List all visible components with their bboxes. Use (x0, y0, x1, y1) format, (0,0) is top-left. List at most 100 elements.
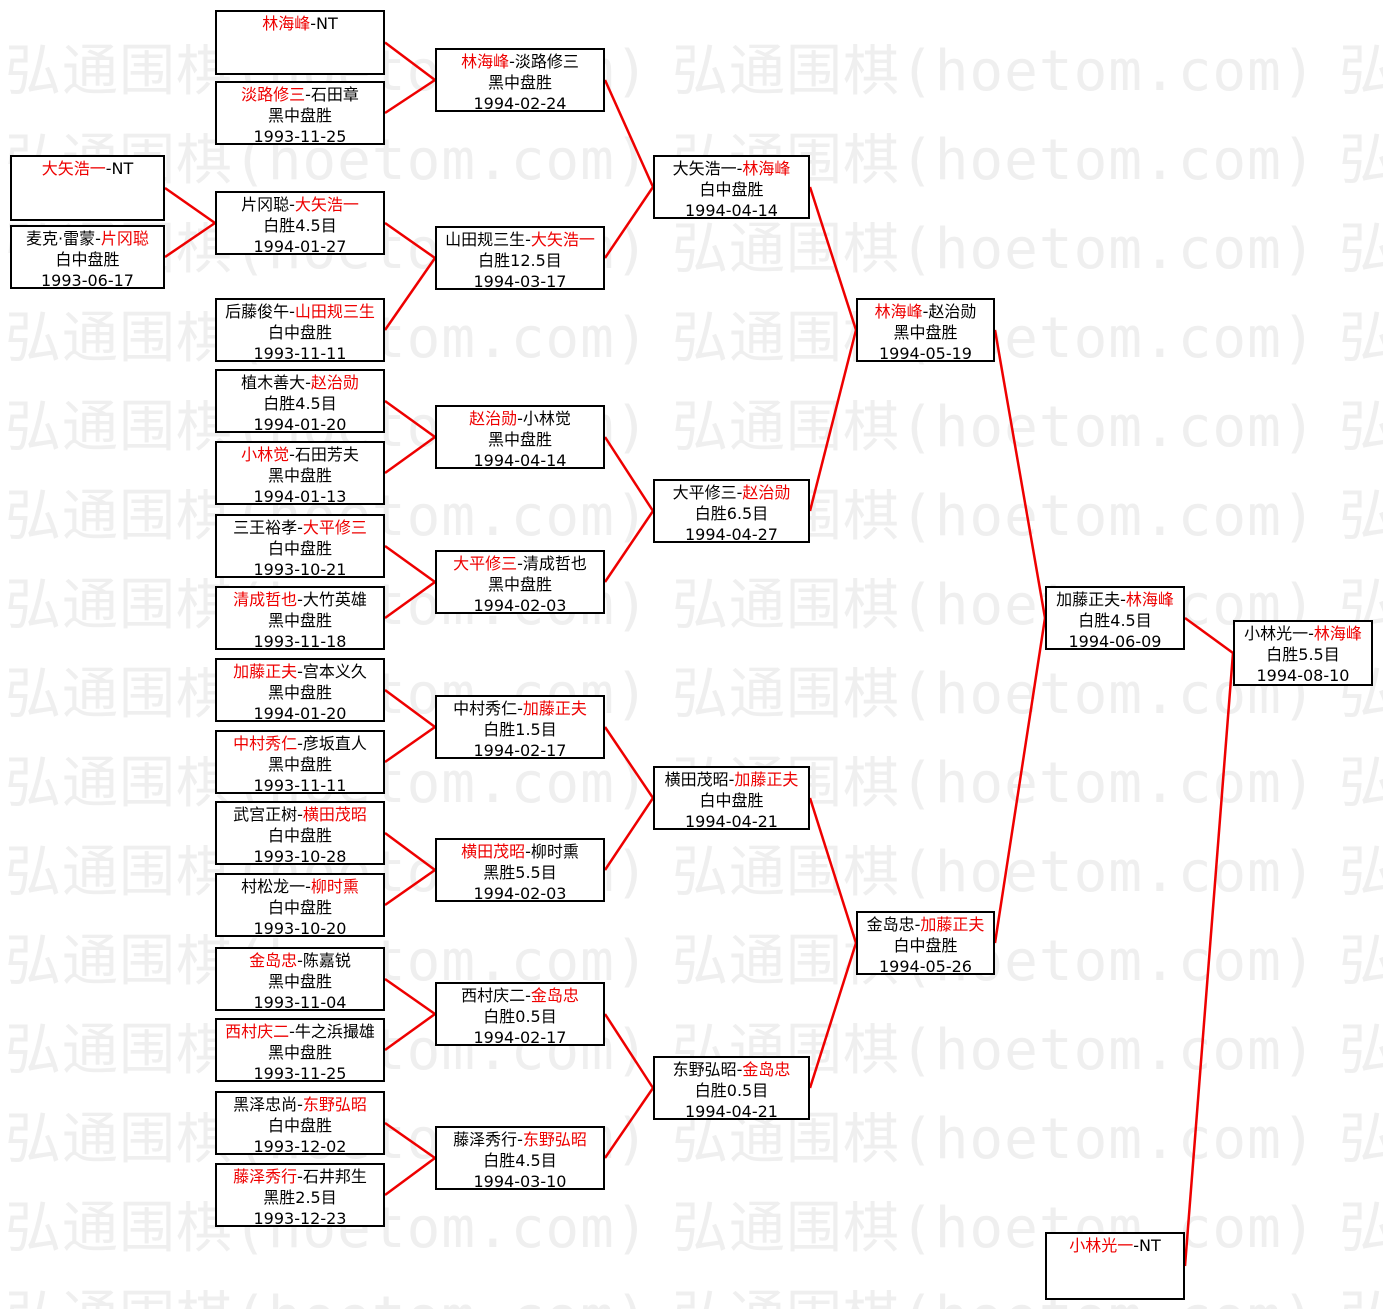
match-C6: 横田茂昭-柳时熏 黑胜5.5目 1994-02-03 (435, 838, 605, 903)
watermark-text: 弘通围棋(hoetom.com) (1339, 1112, 1383, 1168)
watermark-text: 弘通围棋(hoetom.com) (5, 1290, 672, 1309)
player-name-2: 东野弘昭 (302, 1095, 367, 1114)
player-name-1: 东野弘昭 (672, 1060, 737, 1079)
player-name-1: 后藤俊午 (225, 302, 290, 321)
players-line: 赵治勋-小林觉 (437, 408, 603, 429)
match-result: 白中盘胜 (55, 250, 120, 269)
match-date: 1993-10-20 (253, 919, 347, 938)
players-line: 金岛忠-陈嘉锐 (217, 950, 383, 971)
match-result: 白胜0.5目 (694, 1081, 769, 1100)
match-F2: 小林光一-NT (1045, 1232, 1185, 1300)
match-result: 黑中盘胜 (487, 73, 552, 92)
connector-line-D3-E2 (808, 797, 858, 944)
match-C2: 山田规三生-大矢浩一 白胜12.5目 1994-03-17 (435, 226, 605, 291)
match-date: 1994-02-17 (473, 741, 567, 760)
players-line: 片冈聪-大矢浩一 (217, 194, 383, 215)
match-date: 1993-10-28 (253, 847, 347, 866)
connector-line-C5-D3 (603, 726, 655, 799)
players-line: 小林光一-林海峰 (1235, 623, 1371, 644)
player-name-1: 西村庆二 (461, 986, 526, 1005)
players-line: 黑泽忠尚-东野弘昭 (217, 1094, 383, 1115)
watermark-text: 弘通围棋(hoetom.com) (1339, 400, 1383, 456)
match-date: 1994-03-17 (473, 272, 567, 291)
watermark-text: 弘通围棋(hoetom.com) (1339, 44, 1383, 100)
connector-line-B2-C1 (384, 78, 436, 115)
match-result: 黑中盘胜 (267, 466, 332, 485)
match-C1: 林海峰-淡路修三 黑中盘胜 1994-02-24 (435, 48, 605, 113)
match-result: 白中盘胜 (267, 1116, 332, 1135)
player-name-2: 加藤正夫 (920, 915, 985, 934)
players-line: 横田茂昭-加藤正夫 (655, 769, 808, 790)
vs-dash: - (728, 770, 735, 789)
match-C4: 大平修三-清成哲也 黑中盘胜 1994-02-03 (435, 550, 605, 615)
player-name-2: 牛之浜撮雄 (294, 1022, 375, 1041)
players-line: 西村庆二-牛之浜撮雄 (217, 1021, 383, 1042)
player-name-2: 加藤正夫 (734, 770, 799, 789)
player-name-1: 小林觉 (241, 445, 290, 464)
player-name-1: 麦克·雷蒙 (26, 229, 96, 248)
watermark-text: 弘通围棋(hoetom.com) (1339, 222, 1383, 278)
match-date: 1994-05-19 (879, 344, 972, 363)
vs-dash: - (736, 159, 743, 178)
vs-dash: - (95, 229, 101, 248)
player-name-2: 清成哲也 (522, 554, 587, 573)
match-B3: 片冈聪-大矢浩一 白胜4.5目 1994-01-27 (215, 191, 385, 256)
connector-line-B15-C8 (384, 1121, 436, 1160)
player-name-1: 金岛忠 (866, 915, 915, 934)
connector-line-D4-E2 (808, 942, 858, 1089)
player-name-1: 大矢浩一 (41, 159, 106, 178)
player-name-1: 加藤正夫 (233, 662, 298, 681)
player-name-2: 金岛忠 (530, 986, 579, 1005)
match-B6: 小林觉-石田芳夫 黑中盘胜 1994-01-13 (215, 441, 385, 506)
player-name-2: 石田章 (310, 85, 359, 104)
match-result: 白中盘胜 (699, 791, 764, 810)
match-result: 黑中盘胜 (487, 430, 552, 449)
vs-dash: - (305, 85, 311, 104)
connector-line-E1-F1 (993, 329, 1047, 619)
player-name-2: 淡路修三 (514, 52, 579, 71)
watermark-text: 弘通围棋(hoetom.com) (672, 222, 1317, 278)
players-line: 清成哲也-大竹英雄 (217, 589, 383, 610)
vs-dash: - (297, 805, 303, 824)
match-C7: 西村庆二-金岛忠 白胜0.5目 1994-02-17 (435, 982, 605, 1047)
match-B7: 三王裕孝-大平修三 白中盘胜 1993-10-21 (215, 514, 385, 579)
vs-dash: - (914, 915, 921, 934)
vs-dash: - (297, 734, 303, 753)
connector-line-B6-C3 (384, 435, 436, 475)
players-line: 小林觉-石田芳夫 (217, 444, 383, 465)
vs-dash: - (525, 842, 531, 861)
player-name-1: 大平修三 (672, 483, 737, 502)
match-date: 1994-04-14 (473, 451, 567, 470)
connector-line-D2-E1 (808, 329, 858, 512)
connector-line-B14-C7 (384, 1012, 436, 1052)
match-result: 白胜4.5目 (263, 394, 337, 413)
player-name-1: 大平修三 (453, 554, 518, 573)
player-name-1: 武宫正树 (233, 805, 298, 824)
player-name-2: 宫本义久 (302, 662, 367, 681)
vs-dash: - (305, 877, 311, 896)
players-line: 林海峰-淡路修三 (437, 51, 603, 72)
watermark-text: 弘通围棋(hoetom.com) (672, 845, 1317, 901)
match-result: 白中盘胜 (267, 323, 332, 342)
match-date: 1994-06-09 (1068, 632, 1162, 651)
match-result: 黑中盘胜 (267, 972, 332, 991)
players-line: 武宫正树-横田茂昭 (217, 804, 383, 825)
player-name-2: 陈嘉锐 (302, 951, 351, 970)
vs-dash: - (289, 1022, 295, 1041)
player-name-2: NT (111, 159, 134, 178)
watermark-text: 弘通围棋(hoetom.com) (1339, 133, 1383, 189)
watermark-row: 弘通围棋(hoetom.com)弘通围棋(hoetom.com)弘通围棋(hoe… (5, 1201, 1383, 1257)
watermark-text: 弘通围棋(hoetom.com) (1339, 845, 1383, 901)
players-line: 大平修三-清成哲也 (437, 553, 603, 574)
player-name-1: 赵治勋 (469, 409, 518, 428)
player-name-1: 村松龙一 (241, 877, 306, 896)
match-D3: 横田茂昭-加藤正夫 白中盘胜 1994-04-21 (653, 766, 810, 831)
connector-line-B1-C1 (384, 41, 436, 81)
match-B14: 西村庆二-牛之浜撮雄 黑中盘胜 1993-11-25 (215, 1018, 385, 1083)
player-name-1: 西村庆二 (225, 1022, 290, 1041)
match-D4: 东野弘昭-金岛忠 白胜0.5目 1994-04-21 (653, 1056, 810, 1121)
player-name-2: 大矢浩一 (530, 230, 595, 249)
players-line: 中村秀仁-加藤正夫 (437, 698, 603, 719)
match-result: 黑中盘胜 (487, 575, 552, 594)
vs-dash: - (517, 1130, 523, 1149)
